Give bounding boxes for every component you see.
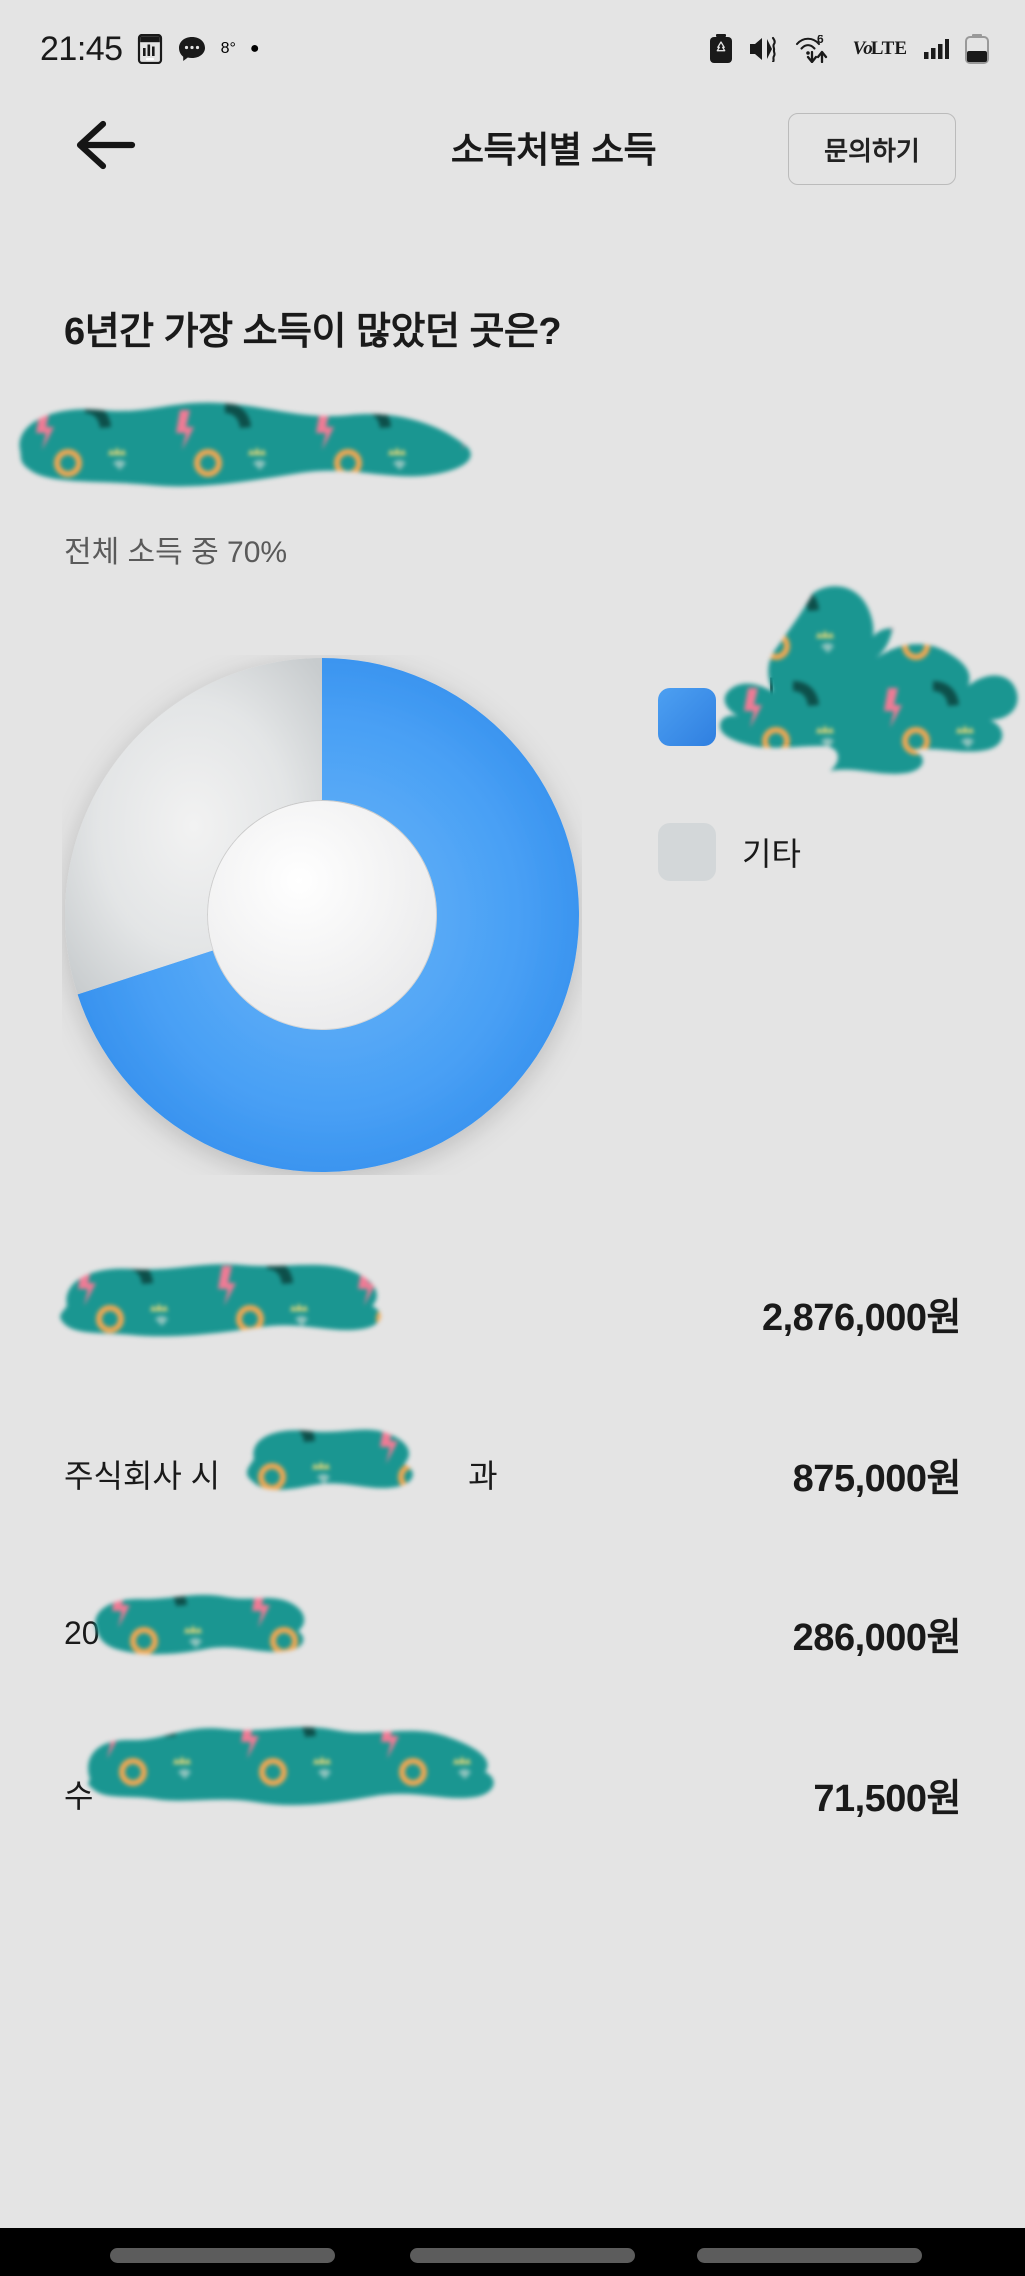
svg-text:6: 6 — [817, 35, 824, 46]
